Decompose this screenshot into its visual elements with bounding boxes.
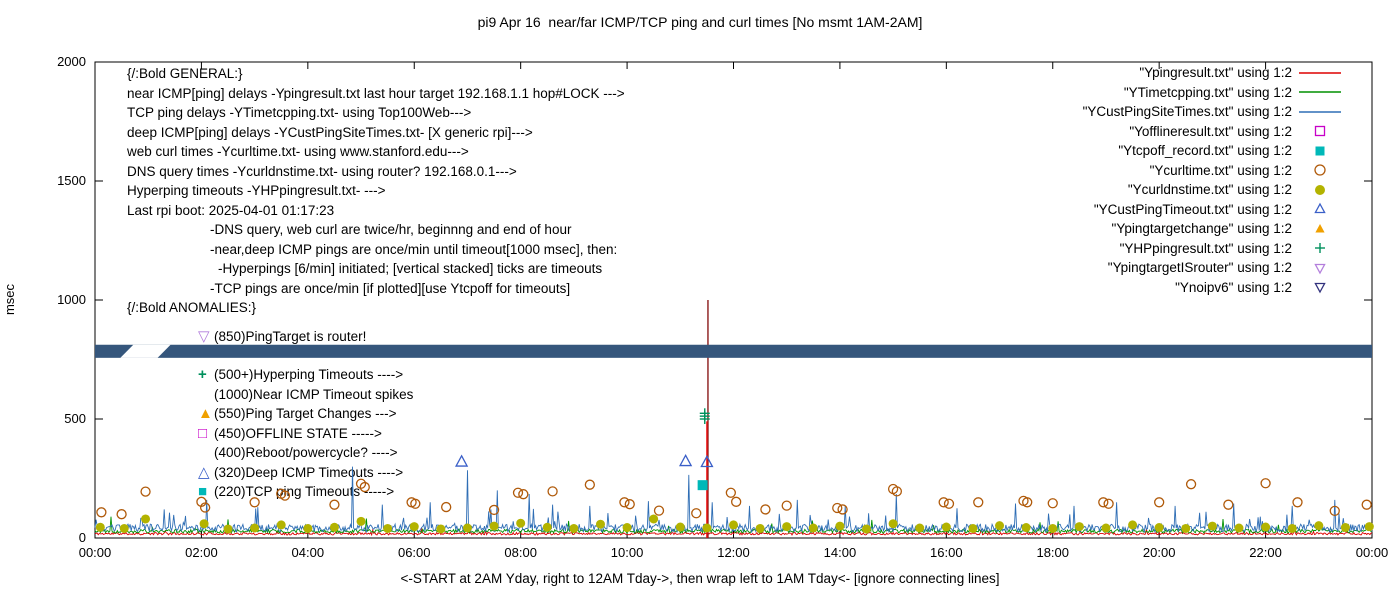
anomaly-line: (1000)Near ICMP Timeout spikes [214, 387, 413, 403]
legend-label: "Yofflineresult.txt" using 1:2 [1129, 123, 1292, 139]
legend-item: "Ytcpoff_record.txt" using 1:2 [0, 141, 1342, 161]
legend-label: "YTimetcpping.txt" using 1:2 [1123, 84, 1292, 100]
legend-item: "Ynoipv6" using 1:2 [0, 278, 1342, 298]
circle-open-icon [1314, 164, 1326, 176]
tri-down-open-icon [1314, 283, 1326, 294]
legend-item: "YHPpingresult.txt" using 1:2 [0, 239, 1342, 259]
annotation-text: {/:Bold ANOMALIES:} [127, 300, 257, 315]
legend-label: "YpingtargetISrouter" using 1:2 [1107, 260, 1292, 276]
annotation-text: (220)TCP ping Timeouts -----> [214, 484, 395, 499]
anomalies-heading: {/:Bold ANOMALIES:} [127, 300, 256, 316]
legend-item: "YCustPingSiteTimes.txt" using 1:2 [0, 102, 1342, 122]
circle-filled-icon [1315, 184, 1325, 195]
square-filled-icon [1315, 146, 1325, 156]
square-open-icon: □ [198, 424, 208, 442]
legend-label: "YCustPingTimeout.txt" using 1:2 [1093, 201, 1292, 217]
anomaly-line: (400)Reboot/powercycle? ----> [214, 445, 397, 461]
annotation-text: (1000)Near ICMP Timeout spikes [214, 386, 414, 402]
tri-up-filled-icon [1315, 223, 1325, 233]
legend-label: "Ypingtargetchange" using 1:2 [1111, 221, 1292, 237]
line-icon [1299, 110, 1341, 113]
tri-up-open-icon: △ [198, 463, 210, 481]
annotation-text: (550)Ping Target Changes ---> [214, 406, 397, 421]
square-open-icon [1314, 126, 1326, 137]
legend-label: "YHPpingresult.txt" using 1:2 [1119, 240, 1292, 256]
chart-title: pi9 Apr 16 near/far ICMP/TCP ping and cu… [477, 14, 923, 30]
annotation-text: (500+)Hyperping Timeouts ----> [214, 367, 404, 382]
annotation-text: (450)OFFLINE STATE -----> [214, 425, 382, 441]
tri-down-open-icon [1314, 263, 1326, 275]
legend-label: "Ytcpoff_record.txt" using 1:2 [1118, 143, 1292, 159]
legend-item: "Yofflineresult.txt" using 1:2 [0, 122, 1342, 142]
legend-item: "YCustPingTimeout.txt" using 1:2 [0, 200, 1342, 220]
annotation-text: (320)Deep ICMP Timeouts ----> [214, 464, 404, 480]
anomaly-line: ▲(550)Ping Target Changes ---> [198, 406, 396, 422]
tri-up-open-icon [1314, 202, 1326, 214]
plus-icon [1315, 243, 1325, 254]
legend-label: "Ycurldnstime.txt" using 1:2 [1127, 182, 1292, 198]
tri-up-filled-icon: ▲ [198, 405, 213, 422]
legend-item: "Ypingtargetchange" using 1:2 [0, 219, 1342, 239]
plus-icon: + [198, 366, 207, 383]
legend-item: "Ycurldnstime.txt" using 1:2 [0, 180, 1342, 200]
legend-item: "Ycurltime.txt" using 1:2 [0, 161, 1342, 181]
anomaly-line: ■ (220)TCP ping Timeouts -----> [198, 484, 394, 500]
anomaly-line: ▽ (850)PingTarget is router! [198, 329, 366, 345]
legend-label: "YCustPingSiteTimes.txt" using 1:2 [1082, 104, 1292, 120]
legend-item: "YpingtargetISrouter" using 1:2 [0, 258, 1342, 278]
legend: "Ypingresult.txt" using 1:2 "YTimetcpping… [0, 63, 1342, 297]
annotation-text: (850)PingTarget is router! [214, 329, 367, 344]
tri-down-open-icon: ▽ [198, 328, 210, 345]
legend-label: "Ypingresult.txt" using 1:2 [1139, 65, 1292, 81]
x-axis-label: <-START at 2AM Yday, right to 12AM Tday-… [400, 571, 1000, 586]
legend-label: "Ycurltime.txt" using 1:2 [1149, 162, 1292, 178]
legend-item: "YTimetcpping.txt" using 1:2 [0, 83, 1342, 103]
line-icon [1299, 91, 1341, 94]
anomaly-line: △ (320)Deep ICMP Timeouts ----> [198, 465, 403, 481]
legend-label: "Ynoipv6" using 1:2 [1175, 279, 1292, 295]
anomaly-line: □ (450)OFFLINE STATE -----> [198, 426, 382, 442]
line-icon [1299, 71, 1341, 74]
legend-item: "Ypingresult.txt" using 1:2 [0, 63, 1342, 83]
annotation-text: (400)Reboot/powercycle? ----> [214, 445, 398, 460]
square-filled-icon: ■ [198, 483, 208, 500]
anomaly-line: + (500+)Hyperping Timeouts ----> [198, 367, 403, 383]
